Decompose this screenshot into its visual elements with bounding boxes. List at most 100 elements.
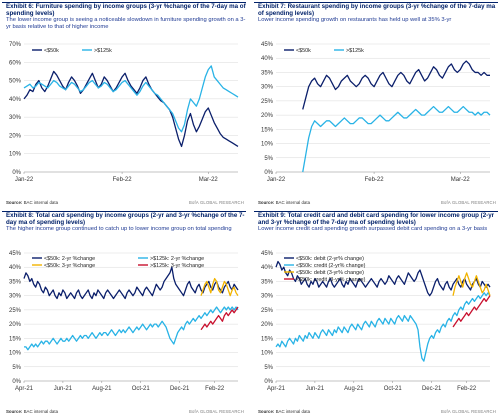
- legend-label: <$50k: credit (2-yr% change): [296, 263, 366, 269]
- x-tick-label: Apr-21: [15, 386, 34, 392]
- x-tick-label: Apr-21: [267, 386, 286, 392]
- series-line: [452, 272, 491, 296]
- furniture-spending-chart: 0% 10% 20% 30% 40% 50% 60% 70% Jan-22 Feb-22 Mar-2…: [9, 42, 239, 183]
- legend-label: <$50k: credit (3-yr% change): [296, 277, 366, 283]
- y-tick-label: 0%: [12, 379, 21, 385]
- y-tick-label: 35%: [9, 279, 22, 285]
- y-tick-label: 70%: [9, 42, 22, 48]
- exhibit-title: Exhibit 7: Restaurant spending by income…: [258, 3, 496, 18]
- y-tick-label: 30%: [9, 294, 22, 300]
- exhibit-title: Exhibit 9: Total credit card and debit c…: [258, 212, 495, 227]
- x-tick-label: Feb-22: [205, 386, 225, 392]
- exhibit-subtitle: Lower income credit card spending growth…: [258, 226, 488, 233]
- restaurant-spending-chart: 0% 5% 10% 15% 20% 25% 30% 35% 40% 45% Jan-22 Feb-22…: [261, 42, 491, 183]
- exhibit-6-panel: Exhibit 6: Furniture spending by income …: [2, 2, 246, 208]
- y-tick-label: 20%: [9, 322, 22, 328]
- exhibit-title: Exhibit 6: Furniture spending by income …: [6, 3, 246, 18]
- y-tick-label: 10%: [9, 152, 22, 158]
- y-tick-label: 30%: [261, 294, 274, 300]
- y-tick-label: 10%: [261, 142, 274, 148]
- legend-label: <$50k: debit (3-yr% change): [296, 270, 364, 276]
- y-tick-label: 35%: [261, 279, 274, 285]
- x-tick-label: Oct-21: [384, 386, 403, 392]
- x-tick-label: Feb-22: [457, 386, 477, 392]
- exhibit-9-panel: Exhibit 9: Total credit card and debit c…: [254, 211, 498, 417]
- legend-label: <$50k: 2-yr %change: [44, 256, 95, 262]
- series-line: [23, 65, 239, 133]
- legend-label: <$50k: [296, 48, 311, 54]
- y-tick-label: 45%: [9, 251, 22, 257]
- x-tick-label: Mar-22: [451, 177, 471, 183]
- brand-label: BofA GLOBAL RESEARCH: [188, 200, 244, 205]
- y-tick-label: 15%: [9, 336, 22, 342]
- legend-label: >$125k: 3-yr %change: [150, 263, 204, 269]
- y-tick-label: 20%: [9, 133, 22, 139]
- exhibit-subtitle: The lower income group is seeing a notic…: [6, 17, 246, 31]
- series-line: [302, 60, 490, 110]
- y-tick-label: 60%: [9, 60, 22, 66]
- brand-label: BofA GLOBAL RESEARCH: [440, 409, 496, 414]
- total-card-spending-chart: 0% 5% 10% 15% 20% 25% 30% 35% 40% 45% Apr-21 Jun-21…: [9, 251, 239, 392]
- y-tick-label: 45%: [261, 42, 274, 48]
- x-tick-label: Dec-21: [422, 386, 442, 392]
- legend-label: >$125k: 2-yr %change: [150, 256, 204, 262]
- x-tick-label: Aug-21: [92, 386, 112, 392]
- y-tick-label: 30%: [9, 115, 22, 121]
- y-tick-label: 10%: [261, 351, 274, 357]
- y-tick-label: 10%: [9, 351, 22, 357]
- legend-label: <$50k: debit (2-yr% change): [296, 256, 364, 262]
- x-tick-label: Jan-22: [15, 177, 34, 183]
- legend-label: >$125k: [346, 48, 364, 54]
- exhibit-8-panel: Exhibit 8: Total card spending by income…: [2, 211, 246, 417]
- x-tick-label: Jun-21: [306, 386, 325, 392]
- exhibit-subtitle: The higher income group continued to cat…: [6, 226, 232, 233]
- series-line: [302, 105, 491, 173]
- x-tick-label: Feb-22: [113, 177, 133, 183]
- x-tick-label: Oct-21: [132, 386, 151, 392]
- exhibit-title: Exhibit 8: Total card spending by income…: [6, 212, 245, 227]
- x-tick-label: Jun-21: [54, 386, 73, 392]
- series-line: [275, 292, 491, 362]
- exhibit-7-panel: Exhibit 7: Restaurant spending by income…: [254, 2, 498, 208]
- series-line: [200, 277, 239, 297]
- y-tick-label: 30%: [261, 85, 274, 91]
- y-tick-label: 35%: [261, 70, 274, 76]
- series-line: [275, 260, 491, 297]
- x-tick-label: Jan-22: [267, 177, 286, 183]
- series-line: [200, 306, 239, 331]
- brand-label: BofA GLOBAL RESEARCH: [188, 409, 244, 414]
- series-line: [452, 295, 491, 328]
- y-tick-label: 15%: [261, 336, 274, 342]
- y-tick-label: 25%: [261, 308, 274, 314]
- brand-label: BofA GLOBAL RESEARCH: [440, 200, 496, 205]
- y-tick-label: 40%: [9, 265, 22, 271]
- y-tick-label: 0%: [12, 170, 21, 176]
- y-tick-label: 0%: [264, 379, 273, 385]
- legend-label: <$50k: [44, 48, 59, 54]
- exhibit-subtitle: Lower income spending growth on restaura…: [258, 17, 452, 24]
- credit-debit-spending-chart: 0% 5% 10% 15% 20% 25% 30% 35% 40% 45% Apr-21 Jun-21…: [261, 251, 491, 392]
- y-tick-label: 20%: [261, 113, 274, 119]
- y-tick-label: 15%: [261, 127, 274, 133]
- x-tick-label: Aug-21: [344, 386, 364, 392]
- x-tick-label: Feb-22: [365, 177, 385, 183]
- series-line: [23, 70, 239, 148]
- y-tick-label: 50%: [9, 79, 22, 85]
- y-tick-label: 5%: [264, 156, 273, 162]
- y-tick-label: 40%: [261, 56, 274, 62]
- y-tick-label: 40%: [9, 97, 22, 103]
- y-tick-label: 5%: [264, 365, 273, 371]
- source-note: Source: BAC internal data: [6, 200, 59, 205]
- y-tick-label: 25%: [261, 99, 274, 105]
- legend-label: <$50k: 3-yr %change: [44, 263, 95, 269]
- y-tick-label: 45%: [261, 251, 274, 257]
- legend-label: >$125k: [94, 48, 112, 54]
- source-note: Source: BAC internal data: [258, 409, 311, 414]
- y-tick-label: 40%: [261, 265, 274, 271]
- x-tick-label: Mar-22: [199, 177, 219, 183]
- series-line: [24, 306, 239, 351]
- y-tick-label: 5%: [12, 365, 21, 371]
- y-tick-label: 20%: [261, 322, 274, 328]
- y-tick-label: 0%: [264, 170, 273, 176]
- y-tick-label: 25%: [9, 308, 22, 314]
